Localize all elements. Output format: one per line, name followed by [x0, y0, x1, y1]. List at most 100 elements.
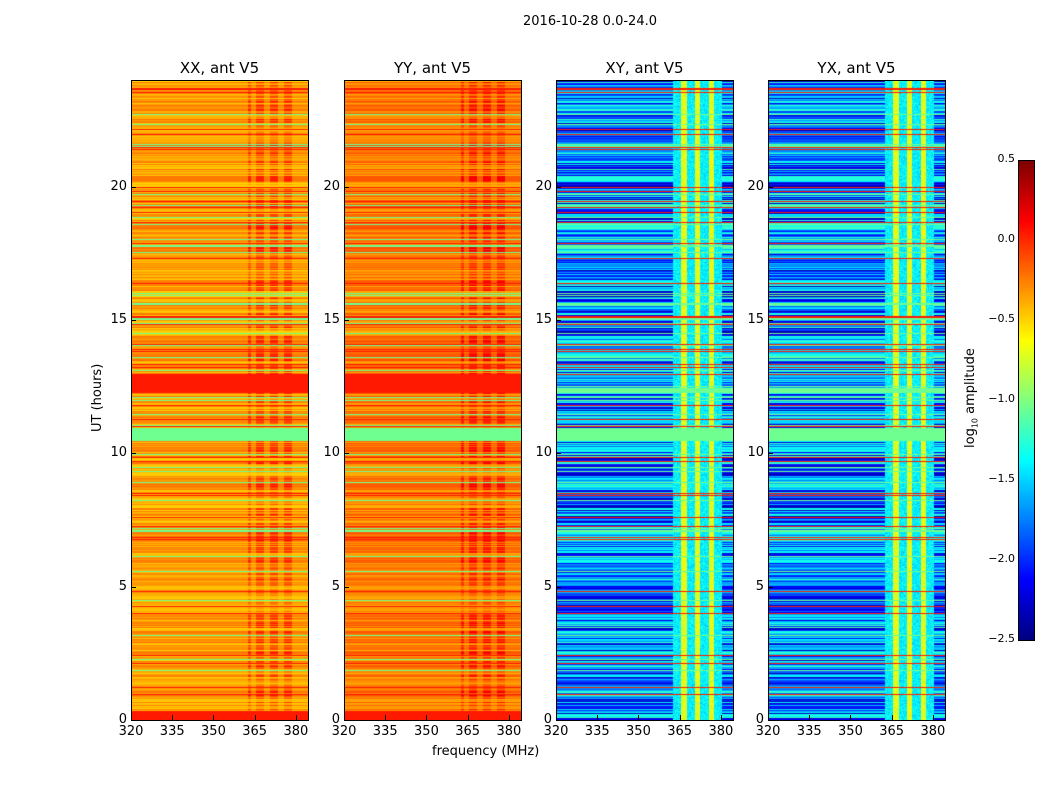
y-tick-mark — [556, 453, 561, 455]
x-tick-mark — [679, 715, 681, 720]
x-tick-label: 350 — [414, 724, 439, 739]
y-tick-mark — [131, 320, 136, 321]
x-tick-label: 380 — [283, 724, 309, 739]
y-tick-mark — [556, 586, 561, 588]
heatmap-image — [132, 81, 308, 720]
x-tick-mark — [597, 715, 599, 720]
x-axis-label: frequency (MHz) — [432, 744, 540, 759]
x-tick-mark — [344, 715, 345, 720]
heatmap-panel — [556, 80, 734, 721]
colorbar-tick-label: −1.5 — [988, 472, 1015, 485]
x-tick-label: 335 — [584, 724, 610, 739]
x-tick-mark — [768, 715, 769, 720]
y-tick-label: 0 — [755, 712, 764, 727]
x-tick-mark — [172, 715, 174, 720]
heatmap-image — [769, 81, 945, 720]
heatmap-image — [345, 81, 521, 720]
heatmap-panel — [768, 80, 946, 721]
y-tick-label: 0 — [331, 712, 340, 727]
heatmap-panel — [131, 80, 309, 721]
y-tick-label: 10 — [110, 445, 127, 461]
y-tick-label: 5 — [331, 578, 340, 594]
x-tick-label: 380 — [920, 724, 946, 739]
y-tick-label: 0 — [543, 712, 552, 727]
x-tick-mark — [295, 715, 297, 720]
y-tick-mark — [556, 186, 561, 188]
y-tick-mark — [344, 586, 349, 588]
heatmap-panel — [344, 80, 522, 721]
x-tick-mark — [850, 715, 852, 720]
colorbar-tick-label: 0.5 — [997, 152, 1016, 165]
x-tick-label: 320 — [543, 724, 569, 739]
y-tick-mark — [768, 586, 773, 588]
y-tick-mark — [768, 320, 773, 321]
x-tick-mark — [131, 715, 132, 720]
x-tick-label: 320 — [331, 724, 357, 739]
y-tick-label: 20 — [535, 178, 552, 194]
x-tick-mark — [254, 715, 256, 720]
y-tick-label: 10 — [747, 445, 764, 461]
y-tick-label: 15 — [535, 312, 552, 327]
y-tick-label: 15 — [110, 312, 127, 327]
y-tick-mark — [768, 720, 773, 721]
x-tick-mark — [891, 715, 893, 720]
x-tick-label: 320 — [755, 724, 781, 739]
y-tick-mark — [344, 320, 349, 321]
y-tick-mark — [344, 453, 349, 455]
y-tick-mark — [344, 186, 349, 188]
y-tick-label: 0 — [118, 712, 127, 727]
y-tick-label: 20 — [110, 178, 127, 194]
x-tick-mark — [426, 715, 428, 720]
x-tick-mark — [556, 715, 557, 720]
y-tick-label: 10 — [323, 445, 340, 461]
x-tick-label: 335 — [796, 724, 822, 739]
x-tick-label: 335 — [372, 724, 398, 739]
x-tick-label: 320 — [118, 724, 144, 739]
colorbar-tick-label: −2.5 — [988, 632, 1015, 645]
x-tick-mark — [213, 715, 215, 720]
colorbar-tick-label: −0.5 — [988, 312, 1015, 325]
y-tick-label: 20 — [323, 178, 340, 194]
panel-title: YX, ant V5 — [817, 59, 896, 77]
x-tick-label: 350 — [201, 724, 226, 739]
y-axis-label: UT (hours) — [90, 363, 105, 432]
x-tick-mark — [385, 715, 387, 720]
panel-title: YY, ant V5 — [393, 59, 471, 77]
x-tick-label: 365 — [455, 724, 481, 739]
y-tick-mark — [768, 453, 773, 455]
y-tick-label: 15 — [323, 312, 340, 327]
x-tick-mark — [809, 715, 811, 720]
x-tick-label: 380 — [496, 724, 522, 739]
x-tick-label: 365 — [667, 724, 693, 739]
x-tick-mark — [720, 715, 722, 720]
y-tick-mark — [131, 720, 136, 721]
figure-title: 2016-10-28 0.0-24.0 — [523, 14, 657, 29]
x-tick-label: 335 — [159, 724, 185, 739]
y-tick-mark — [556, 720, 561, 721]
y-tick-mark — [131, 586, 136, 588]
y-tick-label: 20 — [747, 178, 764, 194]
y-tick-label: 15 — [747, 312, 764, 327]
x-tick-label: 365 — [242, 724, 268, 739]
colorbar-tick-label: 0.0 — [997, 232, 1016, 245]
y-tick-label: 5 — [543, 578, 552, 594]
x-tick-label: 365 — [879, 724, 905, 739]
panel-title: XX, ant V5 — [179, 59, 260, 77]
x-tick-label: 350 — [838, 724, 863, 739]
y-tick-mark — [344, 720, 349, 721]
x-tick-mark — [932, 715, 934, 720]
colorbar-label: log10 amplitude — [963, 348, 980, 448]
x-tick-mark — [467, 715, 469, 720]
x-tick-mark — [508, 715, 510, 720]
heatmap-image — [557, 81, 733, 720]
y-tick-label: 10 — [535, 445, 552, 461]
colorbar — [1018, 160, 1035, 641]
colorbar-tick-label: −1.0 — [988, 392, 1015, 405]
colorbar-tick-label: −2.0 — [988, 552, 1015, 565]
y-tick-mark — [768, 186, 773, 188]
x-tick-mark — [638, 715, 640, 720]
x-tick-label: 350 — [626, 724, 651, 739]
y-tick-mark — [131, 186, 136, 188]
y-tick-label: 5 — [755, 578, 764, 594]
panel-title: XY, ant V5 — [605, 59, 684, 77]
